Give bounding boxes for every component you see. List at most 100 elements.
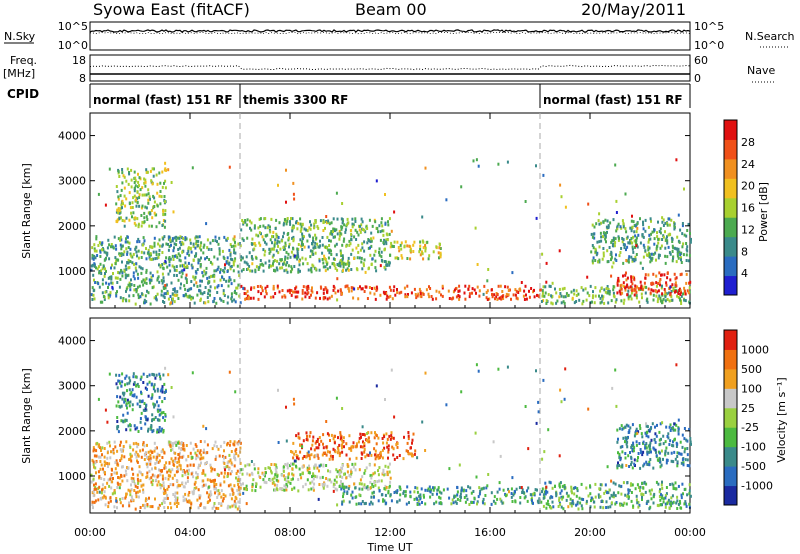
- echo-cell: [617, 451, 619, 455]
- echo-cell: [602, 506, 605, 510]
- echo-cell: [182, 249, 185, 253]
- echo-cell: [142, 236, 145, 240]
- echo-cell: [326, 235, 329, 239]
- echo-cell: [406, 244, 409, 248]
- echo-cell: [228, 443, 231, 447]
- echo-cell: [642, 464, 645, 468]
- echo-cell: [103, 460, 106, 464]
- echo-cell: [624, 440, 626, 444]
- echo-cell: [233, 453, 236, 457]
- echo-cell: [290, 265, 293, 269]
- echo-cell: [121, 274, 124, 278]
- echo-cell: [688, 502, 691, 506]
- echo-cell: [354, 468, 357, 472]
- echo-cell: [295, 256, 298, 260]
- echo-cell: [680, 452, 683, 456]
- echo-cell: [289, 481, 292, 485]
- echo-cell: [146, 462, 148, 466]
- echo-cell: [332, 485, 335, 489]
- echo-cell: [151, 216, 154, 220]
- echo-cell: [686, 245, 689, 249]
- echo-cell: [271, 477, 274, 481]
- echo-cell: [157, 255, 160, 259]
- echo-cell: [301, 291, 304, 295]
- echo-cell: [133, 288, 136, 292]
- echo-cell: [184, 276, 187, 280]
- echo-cell: [158, 252, 161, 256]
- echo-cell: [93, 465, 95, 469]
- echo-cell: [307, 284, 310, 288]
- echo-cell: [576, 500, 579, 504]
- echo-cell: [169, 483, 172, 486]
- echo-cell: [91, 263, 94, 267]
- echo-cell: [214, 457, 217, 461]
- echo-cell: [285, 483, 288, 486]
- echo-cell: [614, 300, 617, 304]
- echo-cell: [315, 440, 318, 443]
- echo-cell: [212, 504, 215, 508]
- echo-cell: [378, 456, 381, 460]
- echo-cell: [107, 238, 110, 242]
- echo-cell: [325, 246, 328, 250]
- station-title: Syowa East (fitACF): [93, 0, 250, 19]
- echo-cell: [143, 239, 146, 243]
- echo-cell: [650, 232, 652, 236]
- echo-cell: [573, 292, 576, 296]
- echo-cell: [659, 283, 661, 287]
- echo-cell: [101, 453, 103, 457]
- echo-cell: [144, 386, 147, 390]
- echo-cell: [511, 271, 514, 275]
- echo-cell: [630, 297, 633, 301]
- echo-cell: [679, 273, 682, 277]
- echo-cell: [662, 218, 665, 222]
- echo-cell: [307, 286, 310, 290]
- echo-cell: [641, 481, 644, 485]
- echo-cell: [306, 434, 308, 438]
- echo-cell: [567, 505, 570, 509]
- echo-cell: [620, 465, 623, 469]
- echo-cell: [484, 494, 487, 497]
- echo-cell: [116, 208, 119, 212]
- echo-cell: [672, 444, 675, 448]
- echo-cell: [591, 223, 594, 227]
- echo-cell: [341, 475, 344, 479]
- echo-cell: [135, 455, 138, 459]
- echo-cell: [179, 467, 182, 471]
- echo-cell: [318, 257, 321, 261]
- echo-cell: [630, 444, 633, 448]
- echo-cell: [533, 288, 535, 292]
- echo-cell: [134, 484, 137, 488]
- echo-cell: [157, 506, 160, 510]
- echo-cell: [633, 230, 636, 234]
- colorbar-swatch: [724, 197, 737, 218]
- echo-cell: [665, 281, 668, 285]
- echo-cell: [179, 264, 182, 268]
- echo-cell: [173, 273, 176, 277]
- echo-cell: [138, 196, 141, 199]
- echo-cell: [635, 427, 638, 431]
- echo-cell: [138, 399, 141, 403]
- echo-cell: [103, 463, 106, 467]
- echo-cell: [680, 272, 683, 276]
- echo-cell: [208, 275, 211, 279]
- echo-cell: [186, 264, 189, 268]
- echo-cell: [180, 236, 183, 240]
- echo-cell: [237, 442, 240, 446]
- colorbar-tick: 1000: [741, 343, 769, 356]
- echo-cell: [666, 223, 669, 227]
- echo-cell: [516, 297, 519, 301]
- echo-cell: [385, 238, 388, 242]
- echo-cell: [160, 484, 163, 488]
- echo-cell: [128, 458, 131, 461]
- echo-cell: [232, 237, 235, 241]
- echo-cell: [209, 463, 212, 467]
- echo-cell: [193, 482, 196, 486]
- echo-cell: [119, 497, 122, 501]
- echo-cell: [126, 389, 128, 393]
- echo-cell: [163, 287, 166, 290]
- echo-cell: [549, 285, 552, 288]
- echo-cell: [250, 287, 252, 291]
- echo-cell: [259, 263, 262, 267]
- echo-cell: [297, 255, 300, 259]
- echo-cell: [349, 242, 352, 246]
